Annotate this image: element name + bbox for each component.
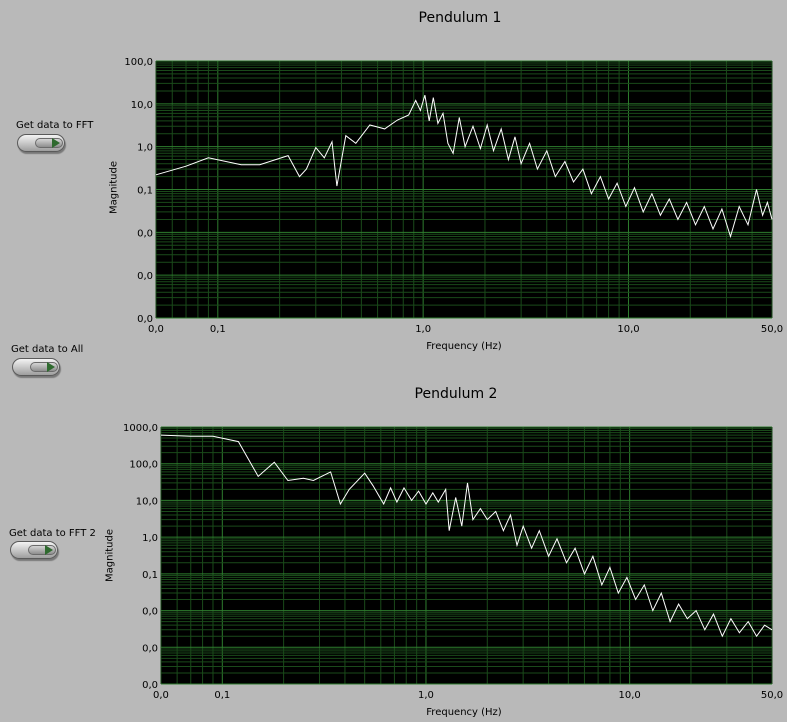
chart2-xlabel: Frequency (Hz) bbox=[426, 707, 502, 718]
get-data-fft2-label: Get data to FFT 2 bbox=[9, 528, 96, 539]
arrow-right-icon bbox=[52, 138, 60, 148]
y-tick-label: 0,0 bbox=[137, 271, 153, 282]
y-tick-label: 0,0 bbox=[137, 228, 153, 239]
y-tick-label: 0,1 bbox=[142, 570, 158, 581]
x-tick-label: 1,0 bbox=[415, 324, 431, 335]
x-tick-label: 10,0 bbox=[617, 324, 639, 335]
led-indicator bbox=[30, 362, 58, 372]
get-data-fft2-button[interactable] bbox=[10, 541, 58, 559]
series-line bbox=[155, 94, 773, 239]
x-tick-label: 0,1 bbox=[214, 690, 230, 701]
get-data-all-group: Get data to All bbox=[11, 344, 83, 356]
x-tick-label: 1,0 bbox=[418, 690, 434, 701]
y-tick-label: 0,0 bbox=[142, 680, 158, 691]
y-tick-label: 0,0 bbox=[142, 607, 158, 618]
chart2-title: Pendulum 2 bbox=[414, 386, 498, 402]
x-tick-label: 10,0 bbox=[619, 690, 641, 701]
x-tick-label: 50,0 bbox=[761, 690, 783, 701]
y-tick-label: 0,1 bbox=[137, 186, 153, 197]
x-tick-label: 50,0 bbox=[761, 324, 783, 335]
y-tick-label: 1,0 bbox=[137, 143, 153, 154]
y-tick-label: 1000,0 bbox=[123, 423, 158, 434]
chart1-xlabel: Frequency (Hz) bbox=[426, 341, 502, 352]
get-data-fft-group: Get data to FFT bbox=[16, 120, 93, 132]
led-indicator bbox=[35, 138, 63, 148]
y-tick-label: 10,0 bbox=[136, 496, 158, 507]
arrow-right-icon bbox=[47, 362, 55, 372]
y-tick-label: 100,0 bbox=[124, 57, 153, 68]
y-tick-label: 100,0 bbox=[129, 460, 158, 471]
get-data-fft2-group: Get data to FFT 2 bbox=[9, 528, 96, 540]
get-data-fft-label: Get data to FFT bbox=[16, 120, 94, 131]
y-tick-label: 10,0 bbox=[131, 100, 153, 111]
led-indicator bbox=[28, 545, 56, 555]
x-tick-label: 0,1 bbox=[210, 324, 226, 335]
get-data-all-button[interactable] bbox=[12, 358, 60, 376]
y-tick-label: 0,0 bbox=[137, 314, 153, 325]
get-data-fft-button[interactable] bbox=[17, 134, 65, 152]
get-data-all-label: Get data to All bbox=[11, 344, 84, 355]
chart1-title: Pendulum 1 bbox=[418, 10, 502, 26]
y-tick-label: 0,0 bbox=[142, 643, 158, 654]
series-line bbox=[160, 434, 773, 638]
x-tick-label: 0,0 bbox=[148, 324, 164, 335]
x-tick-label: 0,0 bbox=[153, 690, 169, 701]
y-tick-label: 1,0 bbox=[142, 533, 158, 544]
arrow-right-icon bbox=[45, 545, 53, 555]
